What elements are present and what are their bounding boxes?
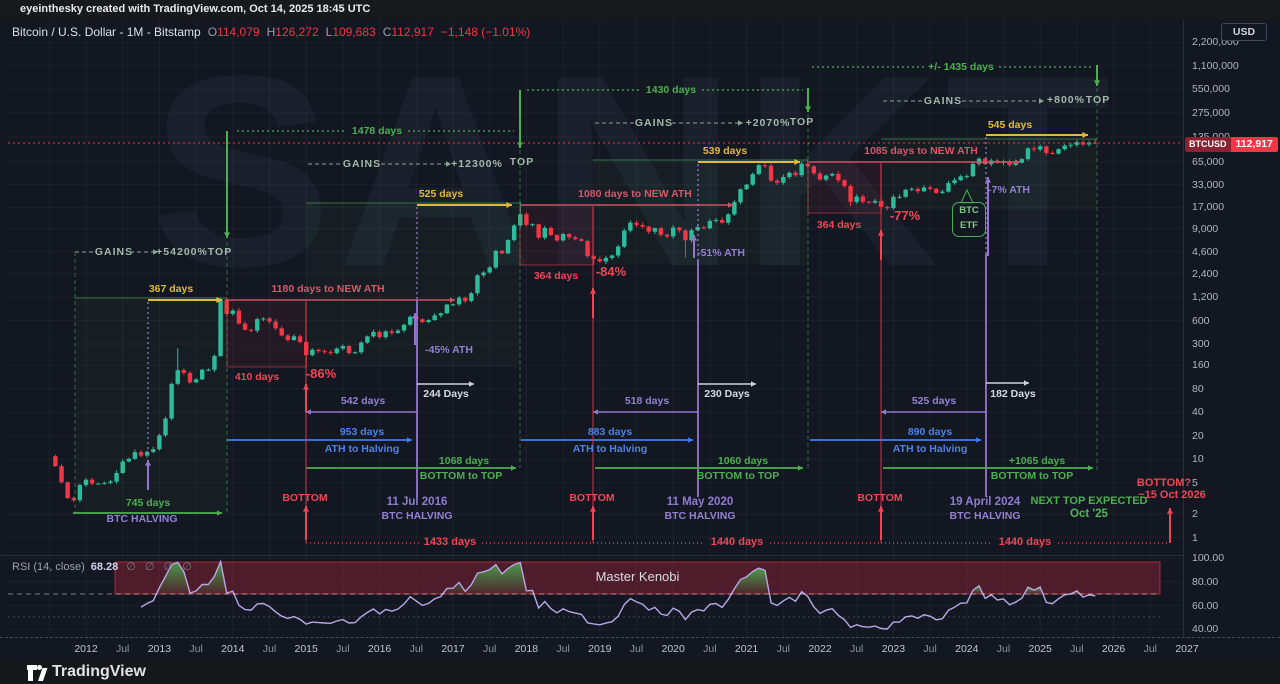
tradingview-logo-text[interactable]: TradingView (52, 663, 146, 680)
pane-separator[interactable] (0, 555, 1183, 556)
ohlc-key: L (325, 25, 333, 39)
ohlc-key: O (207, 25, 218, 39)
indicator-visibility-icons[interactable]: ∅ ∅ ∅ ∅ (126, 561, 195, 573)
symbol-title[interactable]: Bitcoin / U.S. Dollar - 1M - Bitstamp (12, 25, 201, 39)
ohlc-key: H (266, 25, 276, 39)
price-change: −1,148 (−1.01%) (440, 25, 531, 39)
btc-etf-callout: BTC ETF (952, 202, 986, 237)
rsi-band-label: Master Kenobi (595, 569, 680, 584)
watermark: SANKT (150, 8, 1117, 334)
export-credit-bar: eyeinthesky created with TradingView.com… (0, 0, 1280, 20)
rsi-indicator-header[interactable]: RSI (14, close) 68.28 ∅ ∅ ∅ ∅ (12, 560, 195, 573)
tradingview-logo-icon[interactable] (26, 663, 48, 683)
ohlc-values: O114,079 H126,272 L109,683 C112,917 (201, 25, 434, 39)
ohlc-value: 109,683 (332, 25, 376, 39)
bottom-bar: TradingView (0, 660, 1280, 684)
ohlc-value: 114,079 (217, 25, 260, 39)
last-price-symbol: BTCUSD (1185, 137, 1231, 152)
ohlc-value: 112,917 (391, 25, 434, 39)
ohlc-value: 126,272 (275, 25, 319, 39)
rsi-value: 68.28 (90, 561, 119, 573)
btc-etf-line2: ETF (960, 220, 978, 231)
btc-etf-line1: BTC (959, 205, 979, 216)
credit-text: eyeinthesky created with TradingView.com… (20, 3, 371, 15)
rsi-title: RSI (14, close) (12, 561, 85, 573)
last-price-value: 112,917 (1230, 137, 1278, 152)
ohlc-key: C (382, 25, 392, 39)
last-price-label: BTCUSD 112,917 (1185, 137, 1278, 152)
price-axis-panel[interactable] (1183, 20, 1280, 660)
symbol-info[interactable]: Bitcoin / U.S. Dollar - 1M - Bitstamp O11… (12, 25, 530, 39)
currency-toggle-button[interactable]: USD (1221, 23, 1267, 41)
time-axis-panel[interactable] (0, 637, 1280, 661)
